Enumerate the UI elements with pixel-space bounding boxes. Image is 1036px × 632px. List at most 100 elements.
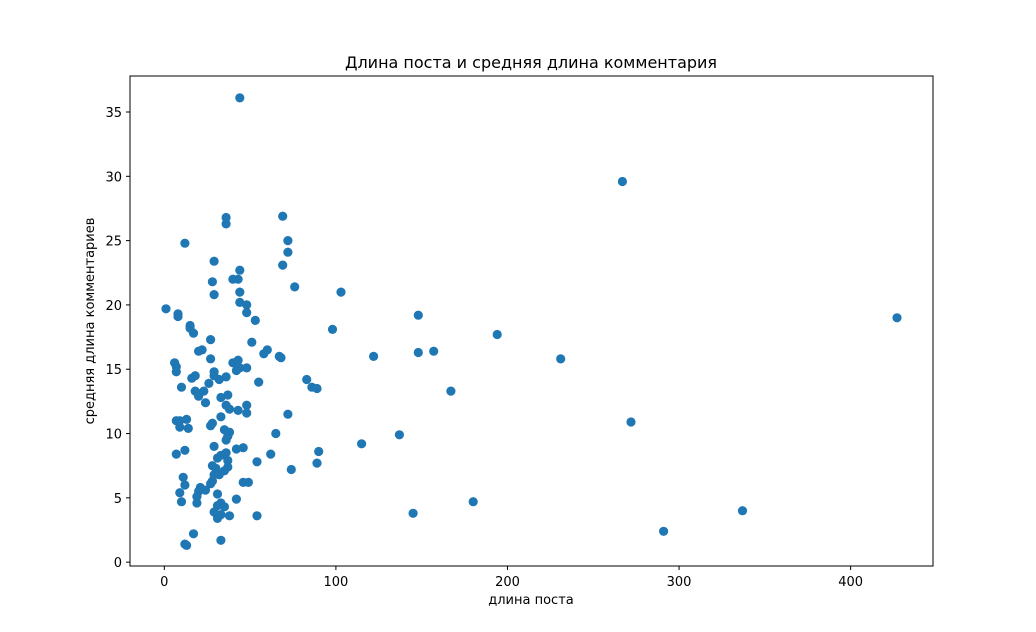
data-point (225, 511, 234, 520)
y-tick-label: 20 (105, 299, 122, 314)
data-point (232, 366, 241, 375)
data-point (206, 335, 215, 344)
data-point (892, 313, 901, 322)
data-point (446, 387, 455, 396)
data-point (271, 429, 280, 438)
data-point (252, 457, 261, 466)
data-point (336, 288, 345, 297)
data-point (201, 398, 210, 407)
data-point (206, 421, 215, 430)
data-point (175, 423, 184, 432)
data-point (173, 312, 182, 321)
x-axis-title: длина поста (488, 593, 573, 608)
data-point (216, 412, 225, 421)
data-point (235, 93, 244, 102)
data-point (287, 465, 296, 474)
x-tick-label: 200 (495, 575, 520, 590)
data-point (283, 410, 292, 419)
data-point (222, 372, 231, 381)
data-point (283, 248, 292, 257)
data-point (213, 514, 222, 523)
data-point (414, 311, 423, 320)
data-point (172, 450, 181, 459)
data-point (175, 488, 184, 497)
y-tick-label: 25 (105, 235, 122, 250)
y-tick-label: 10 (105, 428, 122, 443)
data-point (225, 405, 234, 414)
data-point (210, 442, 219, 451)
data-point (259, 349, 268, 358)
data-point (179, 473, 188, 482)
data-point (283, 236, 292, 245)
data-point (278, 261, 287, 270)
data-point (266, 450, 275, 459)
x-tick-label: 400 (838, 575, 863, 590)
data-point (314, 447, 323, 456)
data-point (409, 509, 418, 518)
data-point (210, 290, 219, 299)
data-point (232, 495, 241, 504)
data-point (177, 497, 186, 506)
data-point (275, 352, 284, 361)
data-point (216, 536, 225, 545)
data-point (738, 506, 747, 515)
data-point (357, 439, 366, 448)
data-point (618, 177, 627, 186)
data-point (177, 383, 186, 392)
data-point (208, 277, 217, 286)
data-point (252, 511, 261, 520)
data-point (161, 304, 170, 313)
data-point (182, 541, 191, 550)
data-point (251, 316, 260, 325)
chart-title: Длина поста и средняя длина комментария (345, 53, 717, 72)
data-point (469, 497, 478, 506)
data-point (493, 330, 502, 339)
y-tick-label: 30 (105, 170, 122, 185)
data-point (242, 363, 251, 372)
data-point (290, 282, 299, 291)
data-point (247, 338, 256, 347)
data-point (414, 348, 423, 357)
data-point (180, 239, 189, 248)
x-axis: 0 100 200 300 400 (160, 566, 863, 590)
y-tick-label: 0 (114, 556, 122, 571)
data-point (213, 489, 222, 498)
data-point (659, 527, 668, 536)
data-point (235, 288, 244, 297)
data-point (172, 367, 181, 376)
y-axis-title: средняя длина комментариев (83, 218, 98, 425)
data-point (191, 371, 200, 380)
x-tick-label: 0 (160, 575, 168, 590)
data-point (556, 354, 565, 363)
data-point (395, 430, 404, 439)
y-tick-label: 35 (105, 106, 122, 121)
data-point (278, 212, 287, 221)
plot-frame (130, 76, 933, 566)
x-tick-label: 100 (323, 575, 348, 590)
data-point (302, 375, 311, 384)
data-point (312, 459, 321, 468)
data-point (216, 393, 225, 402)
data-point (232, 444, 241, 453)
x-tick-label: 300 (667, 575, 692, 590)
data-point (312, 384, 321, 393)
data-point (328, 325, 337, 334)
data-point (194, 347, 203, 356)
data-point (242, 308, 251, 317)
data-point (234, 275, 243, 284)
y-tick-label: 15 (105, 363, 122, 378)
data-point (206, 354, 215, 363)
y-tick-label: 5 (114, 492, 122, 507)
data-point (180, 480, 189, 489)
data-point (234, 406, 243, 415)
data-point (626, 417, 635, 426)
data-point (192, 498, 201, 507)
data-point (369, 352, 378, 361)
data-point (189, 529, 198, 538)
data-point (194, 392, 203, 401)
data-point (189, 329, 198, 338)
y-axis: 0 5 10 15 20 25 30 35 (105, 106, 130, 571)
points-group (161, 93, 901, 550)
data-point (235, 266, 244, 275)
